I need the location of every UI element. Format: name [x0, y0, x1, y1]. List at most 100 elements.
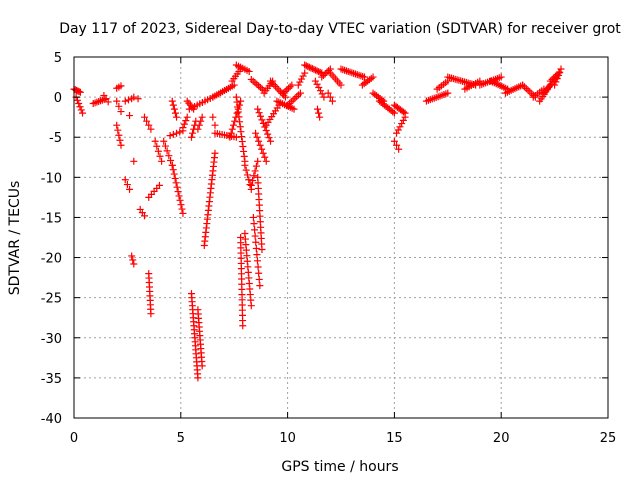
data-point	[174, 188, 182, 196]
data-point	[252, 238, 260, 246]
data-point	[308, 65, 316, 73]
data-point	[161, 142, 169, 150]
x-tick-label: 5	[177, 431, 185, 446]
data-point	[121, 97, 129, 105]
plot-frame	[73, 56, 609, 419]
data-point	[360, 73, 368, 81]
data-point	[154, 147, 162, 155]
y-tick-label: 5	[54, 51, 62, 66]
data-point	[243, 171, 251, 179]
data-point	[249, 177, 257, 185]
data-point	[304, 62, 312, 70]
data-point	[251, 232, 259, 240]
data-point	[147, 310, 155, 318]
y-tick-label: -15	[41, 211, 62, 226]
data-point	[173, 183, 181, 191]
data-point	[297, 75, 305, 83]
data-point	[117, 82, 125, 90]
data-point	[76, 88, 84, 96]
data-point	[398, 120, 406, 128]
data-point	[301, 69, 309, 77]
data-point	[194, 374, 202, 382]
data-point	[237, 128, 245, 136]
data-point	[286, 83, 294, 91]
data-point	[296, 89, 304, 97]
data-point	[179, 209, 187, 217]
data-point	[79, 109, 87, 117]
data-point	[171, 109, 179, 117]
data-point	[182, 117, 190, 125]
data-point	[229, 121, 237, 129]
data-point	[265, 134, 273, 142]
data-point	[75, 100, 83, 108]
data-point	[76, 103, 84, 111]
data-point	[227, 129, 235, 137]
data-point	[255, 109, 263, 117]
data-point	[399, 116, 407, 124]
data-point	[145, 121, 153, 129]
data-point	[316, 87, 324, 95]
data-point	[130, 157, 138, 165]
data-point	[175, 192, 183, 200]
data-point	[250, 172, 258, 180]
data-point	[194, 125, 202, 133]
data-point	[180, 120, 188, 128]
data-point	[235, 113, 243, 121]
y-tick-label: -30	[41, 332, 62, 347]
data-point	[255, 137, 263, 145]
data-point	[255, 269, 263, 277]
data-point	[233, 98, 241, 106]
data-point	[290, 105, 298, 113]
data-point	[130, 93, 138, 101]
data-point	[261, 153, 269, 161]
data-point	[183, 113, 191, 121]
data-point	[156, 152, 164, 160]
data-point	[234, 108, 242, 116]
data-point	[394, 126, 402, 134]
data-point	[315, 68, 323, 76]
data-point	[284, 84, 292, 92]
data-point	[211, 149, 219, 157]
data-point	[281, 87, 289, 95]
data-point	[116, 136, 124, 144]
data-point	[321, 70, 329, 78]
data-point	[553, 75, 561, 83]
y-axis-label: SDTVAR / TECUs	[7, 181, 23, 296]
data-point	[251, 167, 259, 175]
data-point	[311, 77, 319, 85]
data-point	[313, 80, 321, 88]
data-point	[395, 145, 403, 153]
data-point	[301, 61, 309, 69]
data-point	[237, 97, 245, 105]
data-point	[73, 96, 81, 104]
data-point	[258, 145, 266, 153]
data-point	[172, 179, 180, 187]
data-point	[240, 147, 248, 155]
data-point	[551, 81, 559, 89]
data-point	[113, 121, 121, 129]
data-point	[75, 88, 83, 96]
data-point	[324, 89, 332, 97]
data-point	[247, 181, 255, 189]
data-point	[134, 95, 142, 103]
data-point	[232, 133, 240, 141]
data-point	[314, 105, 322, 113]
data-point	[247, 75, 255, 83]
data-point	[239, 322, 247, 330]
data-point	[249, 77, 257, 85]
data-point	[251, 79, 259, 87]
data-point	[123, 181, 131, 189]
data-point	[115, 102, 123, 110]
data-point	[258, 116, 266, 124]
y-tick-label: -5	[49, 131, 62, 146]
data-point	[524, 86, 532, 94]
data-point	[255, 275, 263, 283]
data-point	[526, 88, 534, 96]
data-point	[295, 91, 303, 99]
data-point	[393, 141, 401, 149]
data-point	[247, 302, 255, 310]
data-point	[245, 67, 253, 75]
data-point	[254, 157, 262, 165]
data-point	[556, 68, 564, 76]
